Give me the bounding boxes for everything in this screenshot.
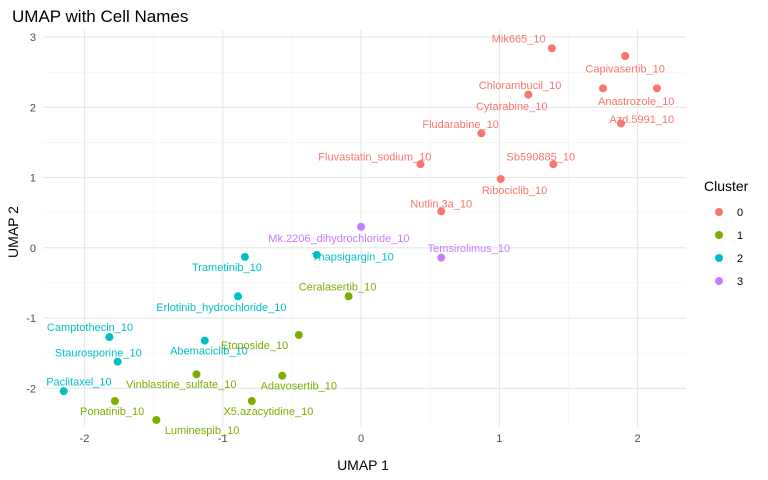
point-label: X5.azacytidine_10	[223, 406, 313, 418]
point-label: Fludarabine_10	[422, 119, 498, 131]
data-point	[312, 250, 321, 259]
data-point	[110, 397, 119, 406]
x-tick-label: -1	[218, 433, 228, 445]
point-label: Trametinib_10	[192, 262, 262, 274]
point-label: Thapsigargin_10	[312, 251, 394, 263]
legend-label: 3	[737, 276, 743, 288]
point-label: Temsirolimus_10	[428, 243, 511, 255]
data-point	[496, 174, 505, 183]
data-point	[233, 292, 242, 301]
x-tick-label: 0	[358, 433, 364, 445]
data-point	[437, 207, 446, 216]
legend-key	[715, 254, 723, 262]
point-label: Ribociclib_10	[482, 185, 547, 197]
legend-title: Cluster	[704, 178, 749, 194]
y-tick-label: 0	[30, 243, 36, 255]
y-tick-label: -2	[26, 383, 36, 395]
point-label: Ceralasertib_10	[299, 281, 377, 293]
data-point	[278, 371, 287, 380]
data-point	[477, 129, 486, 138]
point-label: Vinblastine_sulfate_10	[126, 379, 237, 391]
point-label: Ponatinib_10	[80, 406, 144, 418]
data-point	[416, 160, 425, 169]
point-label: Anastrozole_10	[598, 96, 674, 108]
x-tick-label: 1	[496, 433, 502, 445]
data-point	[617, 119, 626, 128]
data-points	[59, 44, 661, 424]
point-label: Mik665_10	[492, 33, 546, 45]
data-point	[105, 333, 114, 342]
y-tick-label: 3	[30, 32, 36, 44]
point-label: Fluvastatin_sodium_10	[318, 151, 431, 163]
data-point	[437, 253, 446, 262]
point-label: Etoposide_10	[221, 340, 288, 352]
data-point	[152, 415, 161, 424]
data-point	[192, 370, 201, 379]
x-tick-label: -2	[80, 433, 90, 445]
x-axis-ticks: -2 -1 0 1 2	[80, 433, 641, 445]
point-label: Mk.2206_dihydrochloride_10	[268, 233, 409, 245]
data-point	[652, 84, 661, 93]
y-tick-label: 1	[30, 173, 36, 185]
chart-title: UMAP with Cell Names	[12, 7, 188, 26]
data-point	[547, 44, 556, 53]
legend-label: 2	[737, 253, 743, 265]
data-point	[357, 222, 366, 231]
legend-key	[715, 208, 723, 216]
point-label: Staurosporine_10	[55, 348, 142, 360]
data-point	[344, 292, 353, 301]
data-point	[294, 330, 303, 339]
point-label: Nutlin.3a_10	[410, 199, 472, 211]
data-point	[200, 336, 209, 345]
legend-key	[715, 277, 723, 285]
point-label: Camptothecin_10	[47, 322, 133, 334]
x-tick-label: 2	[635, 433, 641, 445]
data-point	[599, 84, 608, 93]
point-label: Paclitaxel_10	[46, 376, 111, 388]
legend: Cluster 0 1 2 3	[704, 178, 749, 288]
x-axis-title: UMAP 1	[337, 457, 389, 473]
data-point	[549, 160, 558, 169]
point-label: Sb590885_10	[507, 151, 576, 163]
y-axis-ticks: -2 -1 0 1 2 3	[26, 32, 36, 395]
point-labels: Mik665_10 Capivasertib_10 Chlorambucil_10 A…	[46, 33, 674, 436]
data-point	[59, 387, 68, 396]
point-label: Chlorambucil_10	[479, 80, 562, 92]
legend-label: 1	[737, 230, 743, 242]
data-point	[621, 51, 630, 60]
point-label: Luminespib_10	[165, 425, 240, 437]
data-point	[240, 252, 249, 261]
legend-label: 0	[737, 207, 743, 219]
point-label: Capivasertib_10	[585, 64, 665, 76]
y-tick-label: 2	[30, 102, 36, 114]
point-label: Abemaciclib_10	[170, 345, 248, 357]
point-label: Cytarabine_10	[476, 101, 548, 113]
y-axis-title: UMAP 2	[5, 206, 21, 258]
legend-items: 0 1 2 3	[715, 207, 743, 288]
point-label: Erlotinib_hydrochloride_10	[156, 302, 286, 314]
y-tick-label: -1	[26, 313, 36, 325]
point-label: Adavosertib_10	[261, 381, 337, 393]
data-point	[524, 90, 533, 99]
data-point	[247, 397, 256, 406]
plot-grid	[43, 30, 686, 427]
data-point	[113, 357, 122, 366]
legend-key	[715, 231, 723, 239]
point-label: Azd.5991_10	[609, 114, 674, 126]
